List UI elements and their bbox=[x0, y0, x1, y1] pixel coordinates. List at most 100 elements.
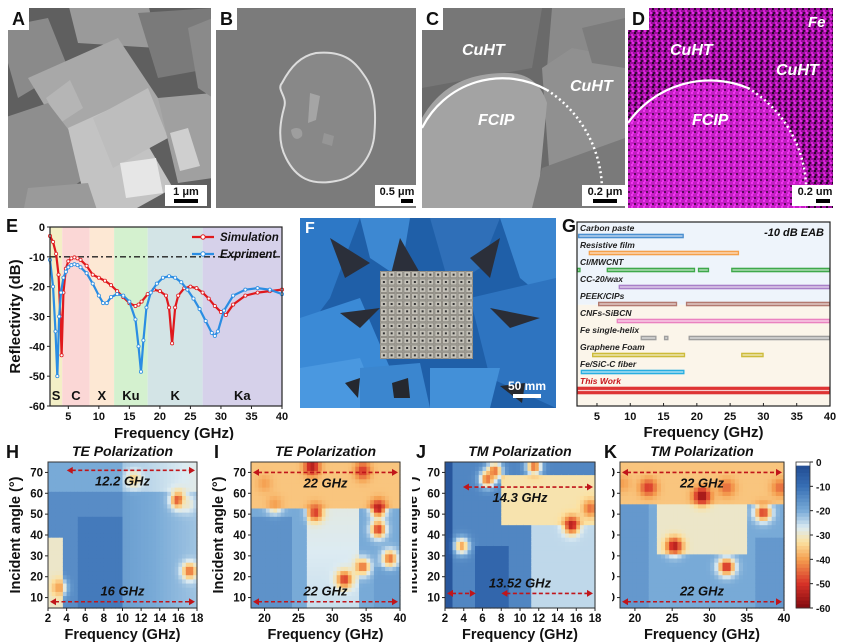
heatmap-cell bbox=[516, 537, 521, 542]
heatmap-cell bbox=[185, 574, 191, 580]
heatmap-cell bbox=[377, 466, 382, 471]
heatmap-cell bbox=[288, 591, 293, 597]
heatmap-cell bbox=[55, 574, 60, 580]
heatmap-cell bbox=[254, 578, 260, 584]
heatmap-cell bbox=[74, 495, 79, 501]
data-point bbox=[136, 302, 141, 307]
heatmap-cell bbox=[381, 570, 386, 576]
data-point bbox=[133, 304, 138, 309]
heatmap-cell bbox=[280, 491, 286, 496]
heatmap-cell bbox=[144, 566, 150, 572]
heatmap-cell bbox=[144, 549, 150, 555]
heatmap-cell bbox=[310, 587, 315, 592]
heatmap-cell bbox=[122, 545, 127, 551]
bar-highlight bbox=[607, 269, 694, 271]
heatmap-cell bbox=[366, 495, 371, 501]
heatmap-cell bbox=[580, 507, 585, 513]
heatmap-cell bbox=[620, 566, 625, 572]
heatmap-cell bbox=[92, 499, 98, 505]
heatmap-cell bbox=[478, 537, 484, 542]
heatmap-cell bbox=[174, 537, 179, 542]
heatmap-cell bbox=[288, 566, 293, 572]
heatmap-cell bbox=[269, 466, 274, 471]
heatmap-cell bbox=[396, 474, 401, 480]
heatmap-cell bbox=[103, 541, 109, 547]
heatmap-cell bbox=[580, 520, 585, 526]
scale-text: 50 mm bbox=[508, 379, 547, 393]
heatmap-cell bbox=[583, 495, 589, 501]
heatmap-cell bbox=[159, 570, 165, 576]
heatmap-cell bbox=[141, 507, 146, 513]
heatmap-cell bbox=[471, 574, 476, 580]
heatmap-cell bbox=[321, 499, 327, 505]
heatmap-cell bbox=[486, 528, 491, 534]
heatmap-cell bbox=[129, 524, 135, 530]
heatmap-cell bbox=[576, 570, 581, 576]
heatmap-cell bbox=[107, 603, 112, 609]
heatmap-cell bbox=[520, 482, 525, 488]
heatmap-cell bbox=[340, 474, 345, 480]
heatmap-cell bbox=[51, 537, 57, 542]
heatmap-cell bbox=[280, 549, 286, 555]
heatmap-cell bbox=[546, 599, 551, 605]
heatmap-cell bbox=[284, 495, 289, 501]
heatmap-cell bbox=[572, 474, 577, 480]
heatmap-cell bbox=[321, 516, 327, 521]
heatmap-cell bbox=[189, 462, 194, 467]
heatmap-cell bbox=[531, 520, 536, 526]
heatmap-cell bbox=[137, 591, 142, 597]
heatmap-cell bbox=[561, 574, 566, 580]
heatmap-cell bbox=[284, 499, 289, 505]
heatmap-cell bbox=[565, 599, 570, 605]
heatmap-cell bbox=[572, 549, 577, 555]
heatmap-cell bbox=[299, 557, 304, 563]
data-point bbox=[176, 293, 181, 298]
heatmap-cell bbox=[178, 507, 183, 513]
heatmap-cell bbox=[392, 466, 397, 471]
heatmap-cell bbox=[377, 549, 382, 555]
heatmap-cell bbox=[141, 574, 146, 580]
heatmap-cell bbox=[48, 603, 53, 609]
heatmap-cell bbox=[66, 499, 71, 505]
heatmap-cell bbox=[77, 587, 83, 592]
heatmap-cell bbox=[299, 541, 304, 547]
heatmap-cell bbox=[456, 495, 461, 501]
heatmap-cell bbox=[557, 537, 562, 542]
heatmap-cell bbox=[568, 595, 574, 601]
heatmap-cell bbox=[362, 462, 368, 467]
heatmap-cell bbox=[531, 532, 536, 538]
heatmap-cell bbox=[512, 537, 517, 542]
heatmap-cell bbox=[392, 562, 397, 567]
heatmap-cell bbox=[85, 503, 90, 509]
heatmap-cell bbox=[144, 595, 150, 601]
heatmap-cell bbox=[251, 591, 256, 597]
heatmap-cell bbox=[561, 603, 566, 609]
heatmap-cell bbox=[381, 507, 386, 513]
heatmap-cell bbox=[344, 462, 349, 467]
heatmap-cell bbox=[262, 474, 267, 480]
heatmap-cell bbox=[193, 495, 198, 501]
heatmap-cell bbox=[520, 541, 525, 547]
heatmap-cell bbox=[587, 537, 592, 542]
heatmap-cell bbox=[505, 462, 510, 467]
heatmap-cell bbox=[381, 499, 386, 505]
heatmap-cell bbox=[277, 562, 282, 567]
heatmap-cell bbox=[512, 466, 517, 471]
heatmap-cell bbox=[193, 545, 198, 551]
heatmap-cell bbox=[448, 462, 454, 467]
heatmap-cell bbox=[508, 482, 514, 488]
heatmap-cell bbox=[321, 462, 327, 467]
heatmap-cell bbox=[490, 462, 495, 467]
heatmap-cell bbox=[303, 528, 308, 534]
heatmap-cell bbox=[288, 553, 293, 559]
heatmap-cell bbox=[277, 503, 282, 509]
x-tick-label: 8 bbox=[498, 613, 505, 625]
heatmap-cell bbox=[336, 532, 341, 538]
heatmap-cell bbox=[314, 582, 319, 588]
heatmap-cell bbox=[70, 574, 75, 580]
heatmap-cell bbox=[531, 528, 536, 534]
heatmap-cell bbox=[88, 516, 94, 521]
heatmap-cell bbox=[284, 595, 289, 601]
heatmap-cell bbox=[167, 487, 172, 492]
heatmap-cell bbox=[265, 503, 271, 509]
